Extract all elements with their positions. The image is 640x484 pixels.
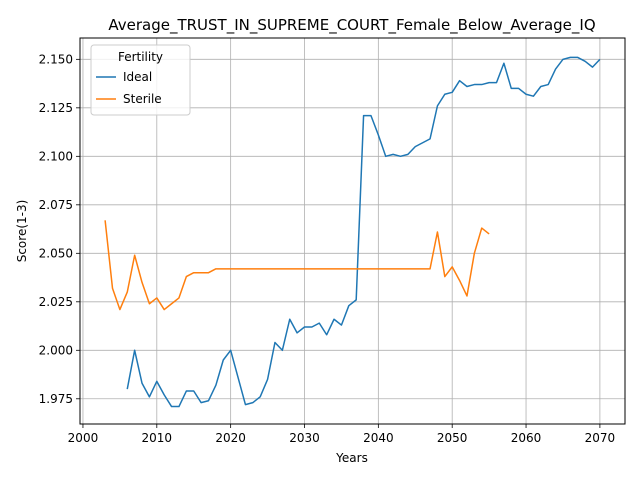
y-axis-label: Score(1-3) [15, 200, 29, 263]
y-tick-label: 2.075 [39, 198, 73, 212]
x-tick-label: 2020 [215, 431, 246, 445]
plot-frame [79, 37, 626, 425]
series-line-ideal [126, 56, 601, 408]
x-axis-ticks: 2000 2010 2020 2030 2040 2050 2060 2070 [68, 424, 615, 445]
legend-title: Fertility [118, 50, 163, 64]
y-tick-label: 2.050 [39, 246, 73, 260]
y-axis-ticks: 1.975 2.000 2.025 2.050 2.075 2.100 2.125 2.150 [39, 52, 80, 406]
x-tick-label: 2030 [289, 431, 320, 445]
x-tick-label: 2070 [585, 431, 616, 445]
legend-label-sterile: Sterile [123, 92, 162, 106]
x-tick-label: 2040 [363, 431, 394, 445]
x-tick-label: 2060 [511, 431, 542, 445]
y-tick-label: 2.100 [39, 149, 73, 163]
y-tick-label: 1.975 [39, 392, 73, 406]
legend-box [90, 44, 191, 116]
x-tick-label: 2000 [68, 431, 99, 445]
legend-label-ideal: Ideal [123, 70, 152, 84]
y-tick-label: 2.000 [39, 343, 73, 357]
legend: Fertility Ideal Sterile [90, 44, 191, 116]
series-lines [104, 56, 601, 408]
x-axis-label: Years [335, 451, 368, 465]
y-tick-label: 2.125 [39, 101, 73, 115]
x-tick-label: 2010 [142, 431, 173, 445]
chart-title: Average_TRUST_IN_SUPREME_COURT_Female_Be… [108, 16, 595, 35]
x-tick-label: 2050 [437, 431, 468, 445]
series-line-sterile [104, 220, 490, 311]
grid [80, 38, 625, 424]
y-tick-label: 2.150 [39, 52, 73, 66]
y-tick-label: 2.025 [39, 295, 73, 309]
